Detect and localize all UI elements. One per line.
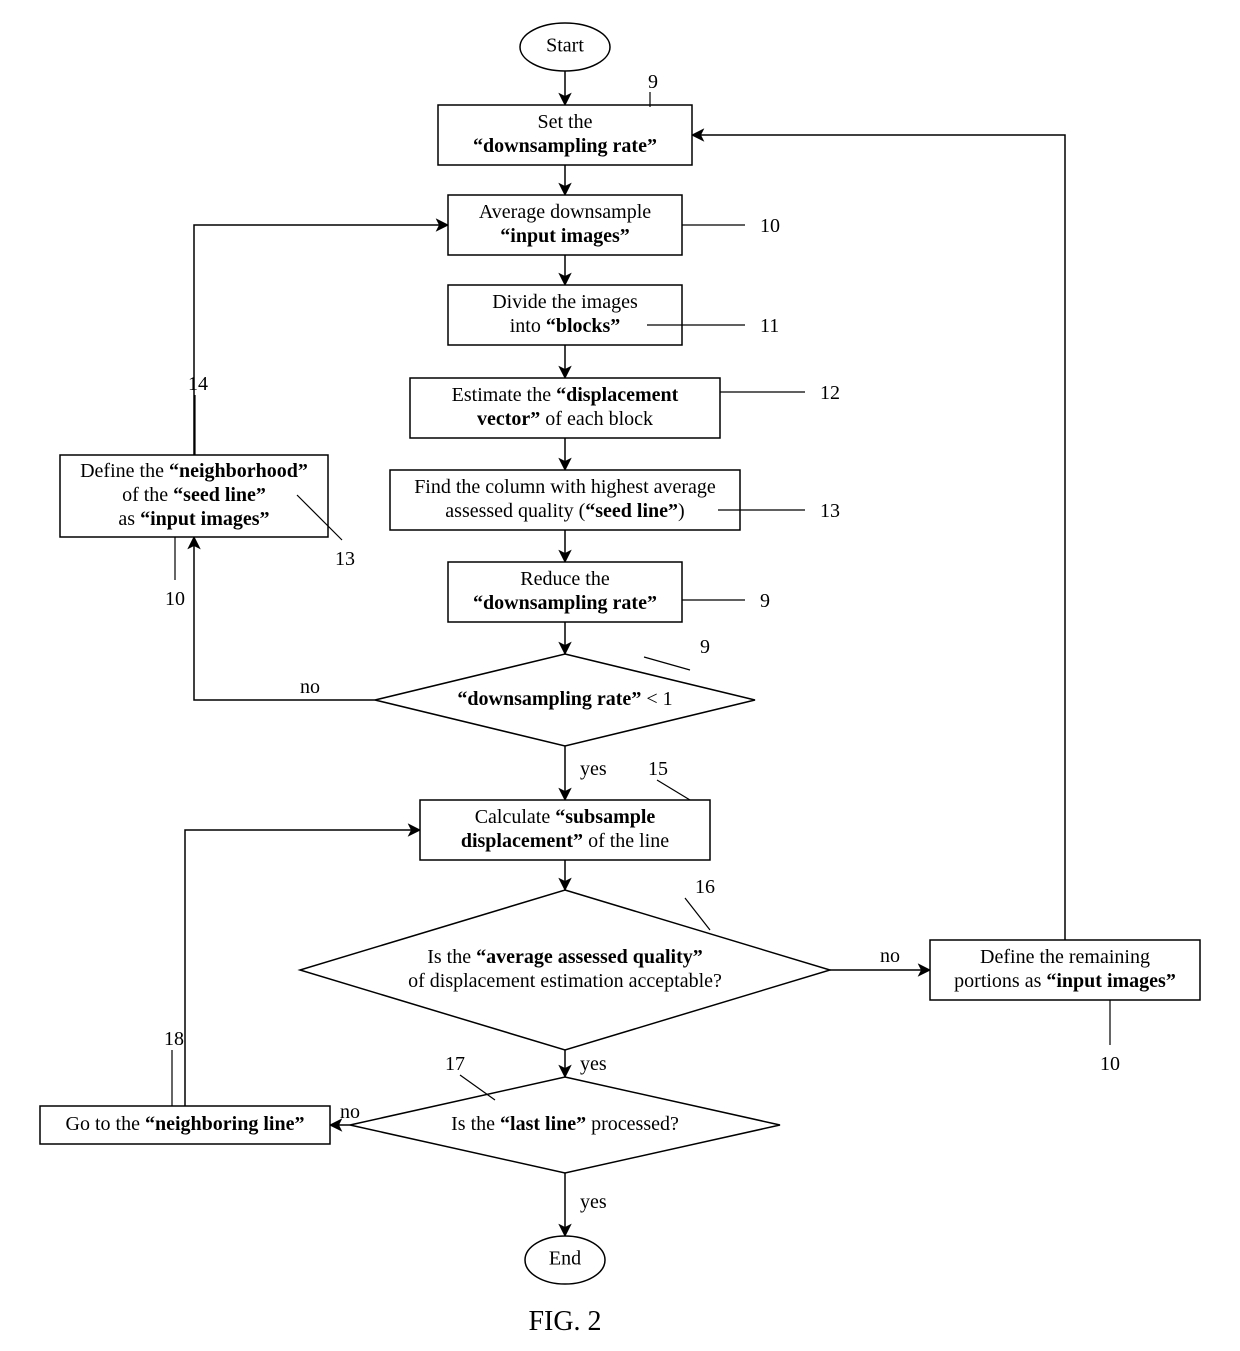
ref-number: 10 [1100,1053,1120,1075]
ref-number: 18 [164,1028,184,1050]
svg-text:Divide the images: Divide the images [492,291,638,313]
svg-text:“input images”: “input images” [500,225,629,247]
edge-13 [692,135,1065,940]
edge-label: yes [580,758,607,780]
svg-text:into “blocks”: into “blocks” [510,315,621,337]
figure-caption: FIG. 2 [528,1306,601,1337]
svg-text:assessed quality (“seed line”): assessed quality (“seed line”) [445,500,684,522]
svg-text:vector” of each block: vector” of each block [477,408,653,430]
svg-text:Reduce the: Reduce the [520,568,610,590]
ref-number: 11 [760,315,779,337]
ref-number: 9 [760,590,770,612]
svg-text:Set the: Set the [538,111,593,133]
svg-text:of displacement estimation acc: of displacement estimation acceptable? [408,970,722,992]
edge-label: no [340,1101,360,1123]
svg-text:Is the “last line” processed?: Is the “last line” processed? [451,1113,679,1135]
svg-text:as “input images”: as “input images” [118,508,269,530]
ref-number: 12 [820,382,840,404]
svg-text:portions as “input images”: portions as “input images” [954,970,1176,992]
svg-text:of the “seed line”: of the “seed line” [122,484,266,506]
svg-text:Find the column with highest a: Find the column with highest average [414,476,716,498]
svg-text:Define the remaining: Define the remaining [980,946,1150,968]
ref-number: 13 [335,548,355,570]
ref-number: 10 [760,215,780,237]
ref-number: 15 [648,758,668,780]
flowchart-canvas: StartEndSet the“downsampling rate”Averag… [0,0,1240,1351]
svg-text:“downsampling rate”: “downsampling rate” [473,135,657,157]
svg-text:Average downsample: Average downsample [479,201,651,223]
svg-text:“downsampling rate”: “downsampling rate” [473,592,657,614]
svg-text:Go to the “neighboring line”: Go to the “neighboring line” [66,1113,305,1135]
ref-number: 16 [695,876,715,898]
edge-label: yes [580,1191,607,1213]
svg-text:Calculate “subsample: Calculate “subsample [475,806,656,828]
ref-number: 10 [165,588,185,610]
svg-text:Define the “neighborhood”: Define the “neighborhood” [80,460,308,482]
edge-label: no [300,676,320,698]
ref-number: 17 [445,1053,465,1075]
edge-label: no [880,945,900,967]
ref-number: 9 [648,71,658,93]
end-label: End [549,1248,581,1270]
start-label: Start [546,35,584,57]
ref-number: 9 [700,636,710,658]
svg-text:Is the “average assessed quali: Is the “average assessed quality” [427,946,703,968]
svg-text:“downsampling rate” < 1: “downsampling rate” < 1 [457,688,672,710]
ref-number: 14 [188,373,208,395]
svg-text:displacement” of the line: displacement” of the line [461,830,669,852]
ref-number: 13 [820,500,840,522]
edge-label: yes [580,1053,607,1075]
svg-text:Estimate the “displacement: Estimate the “displacement [452,384,679,406]
